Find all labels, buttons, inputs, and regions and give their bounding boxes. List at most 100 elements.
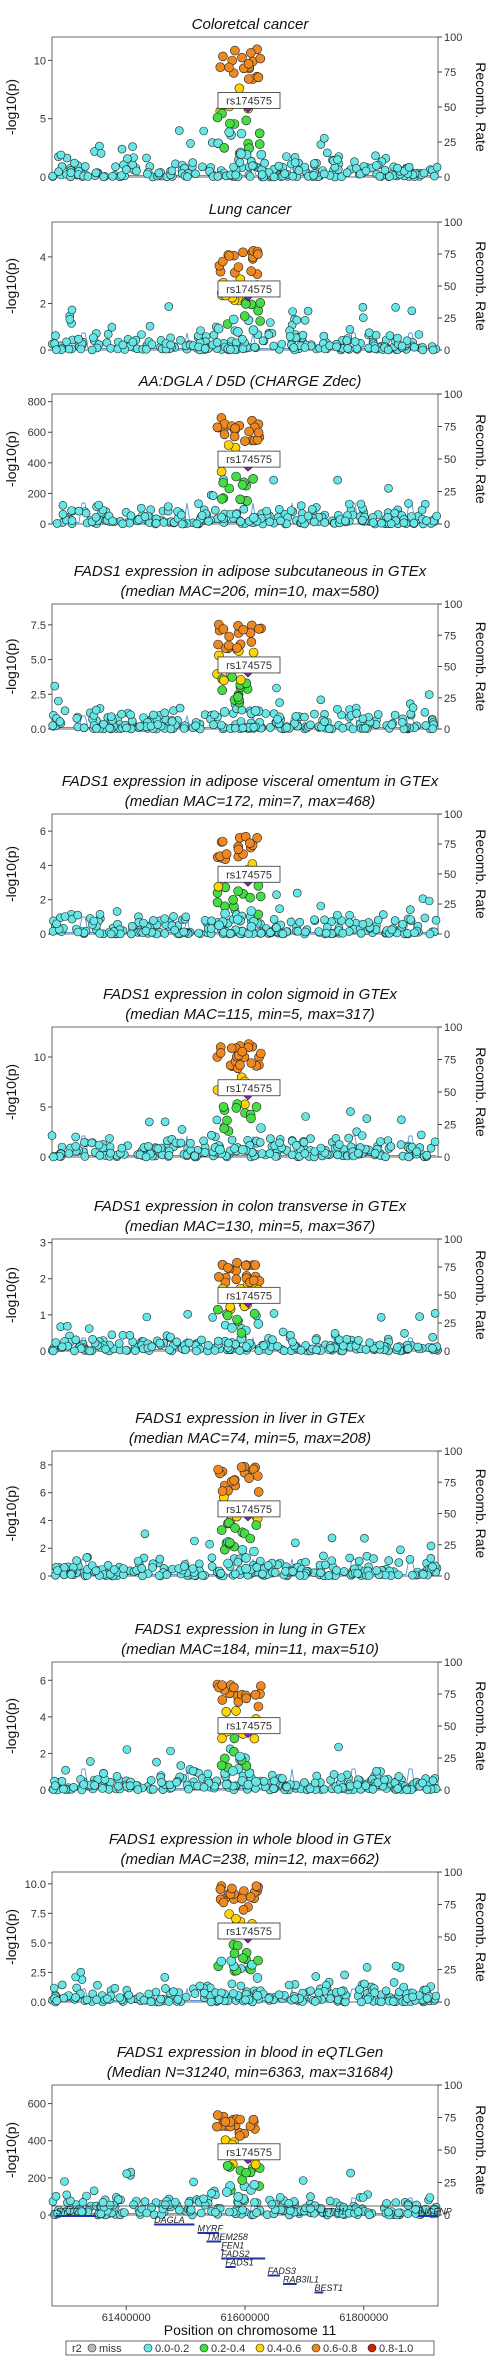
snp-point (56, 718, 64, 726)
snp-point (408, 1571, 416, 1579)
y-tick-label: 10 (34, 55, 46, 67)
snp-point (143, 154, 151, 162)
snp-point (396, 1546, 404, 1554)
snp-point (128, 922, 136, 930)
y-tick-label: 200 (28, 2173, 46, 2185)
snp-point (272, 924, 280, 932)
recomb-tick-label: 100 (444, 1657, 462, 1669)
snp-point (404, 1345, 412, 1353)
snp-point (190, 1537, 198, 1545)
snp-point (95, 142, 103, 150)
panel-title: FADS1 expression in blood in eQTLGen (117, 2044, 384, 2061)
snp-point (127, 512, 135, 520)
snp-point (198, 163, 206, 171)
panel-title: FADS1 expression in colon sigmoid in GTE… (103, 986, 398, 1003)
snp-point (220, 1124, 229, 1133)
snp-point (371, 345, 379, 353)
snp-point (131, 1347, 139, 1355)
y-axis-label: -log10(p) (3, 2122, 19, 2178)
snp-point (66, 315, 74, 323)
snp-point (326, 2197, 334, 2205)
snp-point (268, 2201, 276, 2209)
snp-point (116, 1994, 124, 2002)
snp-point (321, 916, 329, 924)
snp-point (89, 1335, 97, 1343)
snp-point (423, 517, 431, 525)
snp-point (73, 714, 81, 722)
recomb-tick-label: 75 (444, 630, 456, 642)
y-tick-label: 0 (40, 1785, 46, 1797)
snp-point (241, 1996, 249, 2004)
snp-point (177, 511, 185, 519)
snp-point (237, 1328, 246, 1337)
snp-points (49, 832, 440, 938)
x-axis-label: Position on chromosome 11 (164, 2322, 337, 2338)
snp-point (156, 1555, 164, 1563)
snp-point (114, 1782, 122, 1790)
snp-point (146, 322, 154, 330)
legend-label: miss (99, 2343, 122, 2355)
snp-point (232, 510, 240, 518)
snp-point (394, 1571, 402, 1579)
snp-point (67, 169, 75, 177)
snp-point (405, 1153, 413, 1161)
snp-point (259, 1570, 267, 1578)
recomb-axis-label: Recomb. Rate (473, 414, 489, 504)
panel-6: FADS1 expression in colon sigmoid in GTE… (3, 986, 489, 1164)
snp-point (261, 159, 269, 167)
snp-point (254, 428, 263, 437)
snp-point (154, 1145, 162, 1153)
snp-point (173, 1778, 181, 1786)
snp-point (161, 2201, 169, 2209)
snp-point (230, 46, 239, 55)
snp-point (409, 1993, 417, 2001)
snp-point (254, 624, 263, 633)
recomb-tick-label: 25 (444, 313, 456, 325)
snp-point (225, 1538, 234, 1547)
snp-point (175, 2206, 183, 2214)
snp-point (230, 1476, 239, 1485)
snp-point (289, 308, 297, 316)
recomb-tick-label: 100 (444, 1022, 462, 1034)
snp-point (195, 500, 203, 508)
lead-snp-label: rs174575 (226, 660, 272, 672)
snp-point (377, 519, 385, 527)
recomb-axis-label: Recomb. Rate (473, 2105, 489, 2195)
snp-point (397, 1141, 405, 1149)
snp-point (254, 1702, 263, 1711)
snp-point (429, 1333, 437, 1341)
snp-point (142, 1153, 150, 1161)
snp-point (310, 710, 318, 718)
y-tick-label: 2 (40, 1274, 46, 1286)
snp-point (251, 343, 259, 351)
recomb-tick-label: 50 (444, 662, 456, 674)
snp-point (195, 929, 203, 937)
snp-point (339, 929, 347, 937)
snp-point (204, 1341, 212, 1349)
snp-point (363, 1963, 371, 1971)
lead-snp-label: rs174575 (226, 1504, 272, 1516)
snp-point (429, 725, 437, 733)
snp-point (80, 1138, 88, 1146)
panel-8: FADS1 expression in liver in GTEx(median… (3, 1410, 489, 1583)
snp-point (155, 169, 163, 177)
snp-point (129, 338, 137, 346)
snp-point (385, 1557, 393, 1565)
snp-point (167, 341, 175, 349)
snp-point (382, 1153, 390, 1161)
recomb-tick-label: 50 (444, 102, 456, 114)
snp-point (240, 312, 249, 321)
snp-point (74, 928, 82, 936)
snp-point (234, 887, 243, 896)
snp-point (115, 1340, 123, 1348)
snp-point (103, 1995, 111, 2003)
snp-point (75, 335, 83, 343)
snp-point (161, 1118, 169, 1126)
snp-point (184, 1310, 192, 1318)
y-axis-label: -log10(p) (3, 1267, 19, 1323)
snp-point (222, 1780, 231, 1789)
snp-point (345, 919, 353, 927)
snp-point (123, 155, 131, 163)
snp-point (260, 1342, 268, 1350)
snp-point (414, 1343, 422, 1351)
